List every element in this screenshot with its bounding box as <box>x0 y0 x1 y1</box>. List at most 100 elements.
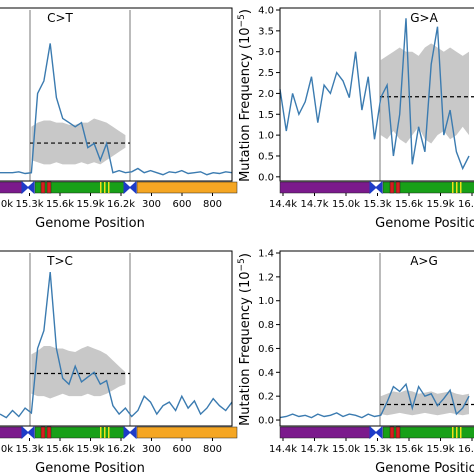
gene-segment <box>382 426 474 439</box>
x-tick-label: 15.6k <box>395 199 423 210</box>
x-tick-label: 300 <box>142 444 161 455</box>
x-tick-label: 15.0k <box>0 444 13 455</box>
gene-stripe <box>452 182 454 193</box>
panel-title: C>T <box>47 11 73 25</box>
x-tick-label: 15.9k <box>426 199 454 210</box>
y-axis-label-exponent: −5 <box>237 14 247 27</box>
gene-stripe <box>460 182 462 193</box>
gene-stripe <box>460 427 462 438</box>
gene-segment <box>136 426 238 439</box>
x-axis-label: Genome Position <box>375 216 474 231</box>
x-tick-label: 800 <box>203 199 222 210</box>
x-axis-label: Genome Position <box>35 216 145 231</box>
gene-segment <box>382 181 474 194</box>
x-tick-label: 300 <box>142 199 161 210</box>
y-tick-label: 1.5 <box>258 110 274 121</box>
x-tick-label: 600 <box>172 444 191 455</box>
y-tick-label: 0.0 <box>258 416 274 427</box>
y-axis-label-text: Mutation Frequency (10 <box>238 271 253 425</box>
gene-segment <box>279 181 371 194</box>
x-tick-label: 14.4k <box>269 199 297 210</box>
x-tick-label: 600 <box>172 199 191 210</box>
confidence-band <box>31 118 126 165</box>
y-tick-label: 4.0 <box>258 6 274 17</box>
gene-segment <box>0 181 23 194</box>
gene-junction <box>21 180 35 195</box>
axes-frame <box>279 250 474 427</box>
gene-stripe <box>108 182 110 193</box>
x-tick-label: 16.2k <box>458 444 474 455</box>
gene-stripe <box>100 182 102 193</box>
y-tick-label: 2.0 <box>258 89 274 100</box>
gene-stripe <box>395 426 401 439</box>
gene-stripe <box>456 427 458 438</box>
gene-junction <box>369 180 383 195</box>
y-axis-label-text: Mutation Frequency (10 <box>238 27 253 181</box>
x-tick-label: 15.3k <box>15 444 43 455</box>
y-tick-label: 0.6 <box>258 344 274 355</box>
x-tick-label: 800 <box>203 444 222 455</box>
axes-frame <box>279 7 474 182</box>
gene-segment <box>279 426 371 439</box>
x-tick-label: 14.7k <box>300 444 328 455</box>
y-tick-label: 2.5 <box>258 68 274 79</box>
gene-stripe <box>389 426 395 439</box>
panel-title: T>C <box>46 254 73 268</box>
x-tick-label: 14.4k <box>269 444 297 455</box>
gene-stripe <box>46 181 52 194</box>
panel-title: G>A <box>410 11 438 25</box>
x-tick-label: 15.3k <box>363 199 391 210</box>
axes-frame <box>0 250 233 427</box>
y-tick-label: 0.4 <box>258 368 274 379</box>
y-axis-label-close: ) <box>238 9 253 14</box>
gene-stripe <box>46 426 52 439</box>
panel-title: A>G <box>410 254 438 268</box>
y-tick-label: 3.5 <box>258 26 274 37</box>
x-tick-label: 16.2k <box>458 199 474 210</box>
y-axis-label: Mutation Frequency (10−5) <box>237 9 253 182</box>
x-tick-label: 15.9k <box>426 444 454 455</box>
series-line <box>279 382 470 419</box>
x-tick-label: 15.0k <box>332 199 360 210</box>
gene-stripe <box>40 181 46 194</box>
axes-frame <box>0 7 233 182</box>
y-tick-label: 1.0 <box>258 296 274 307</box>
x-tick-label: 16.2k <box>107 444 135 455</box>
series-line <box>279 18 470 171</box>
y-tick-label: 0.5 <box>258 151 274 162</box>
gene-stripe <box>395 181 401 194</box>
gene-segment <box>0 426 23 439</box>
y-tick-label: 0.0 <box>258 172 274 183</box>
y-tick-label: 0.8 <box>258 320 274 331</box>
gene-stripe <box>389 181 395 194</box>
confidence-band <box>380 390 469 416</box>
y-axis-label-close: ) <box>238 253 253 258</box>
x-tick-label: 15.0k <box>332 444 360 455</box>
gene-stripe <box>100 427 102 438</box>
x-tick-label: 14.7k <box>300 199 328 210</box>
y-tick-label: 1.2 <box>258 272 274 283</box>
y-axis-label-exponent: −5 <box>237 258 247 271</box>
gene-stripe <box>452 427 454 438</box>
y-tick-label: 1.0 <box>258 131 274 142</box>
gene-stripe <box>40 426 46 439</box>
x-tick-label: 15.6k <box>395 444 423 455</box>
x-tick-label: 16.2k <box>107 199 135 210</box>
x-tick-label: 15.0k <box>0 199 13 210</box>
x-axis-label: Genome Position <box>375 461 474 474</box>
x-tick-label: 15.6k <box>46 199 74 210</box>
confidence-band <box>380 43 469 144</box>
gene-stripe <box>104 427 106 438</box>
y-tick-label: 1.4 <box>258 249 274 260</box>
gene-junction <box>123 180 137 195</box>
gene-stripe <box>108 427 110 438</box>
gene-segment <box>136 181 238 194</box>
gene-junction <box>21 425 35 440</box>
x-tick-label: 15.3k <box>363 444 391 455</box>
